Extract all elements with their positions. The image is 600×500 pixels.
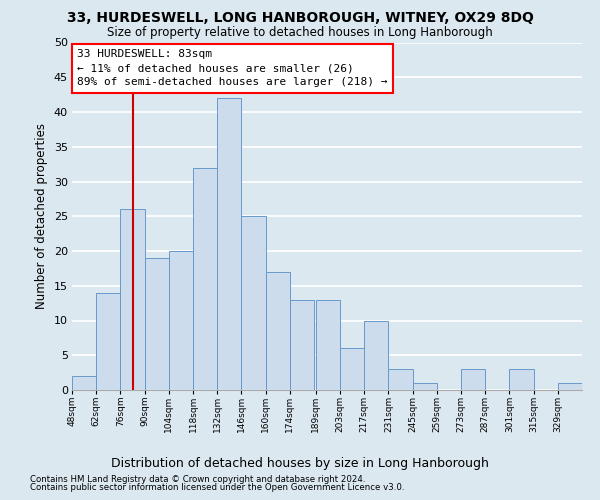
- Bar: [169, 251, 193, 390]
- Text: Size of property relative to detached houses in Long Hanborough: Size of property relative to detached ho…: [107, 26, 493, 39]
- Text: Contains public sector information licensed under the Open Government Licence v3: Contains public sector information licen…: [30, 484, 404, 492]
- Bar: [364, 320, 388, 390]
- Bar: [145, 258, 169, 390]
- Bar: [340, 348, 364, 390]
- Bar: [72, 376, 96, 390]
- Bar: [193, 168, 217, 390]
- Bar: [290, 300, 314, 390]
- Bar: [241, 216, 266, 390]
- Bar: [558, 383, 582, 390]
- Bar: [96, 292, 121, 390]
- Y-axis label: Number of detached properties: Number of detached properties: [35, 123, 48, 309]
- Bar: [388, 369, 413, 390]
- Bar: [266, 272, 290, 390]
- Text: Contains HM Land Registry data © Crown copyright and database right 2024.: Contains HM Land Registry data © Crown c…: [30, 475, 365, 484]
- Text: Distribution of detached houses by size in Long Hanborough: Distribution of detached houses by size …: [111, 458, 489, 470]
- Text: 33 HURDESWELL: 83sqm
← 11% of detached houses are smaller (26)
89% of semi-detac: 33 HURDESWELL: 83sqm ← 11% of detached h…: [77, 50, 388, 88]
- Bar: [509, 369, 533, 390]
- Text: 33, HURDESWELL, LONG HANBOROUGH, WITNEY, OX29 8DQ: 33, HURDESWELL, LONG HANBOROUGH, WITNEY,…: [67, 11, 533, 25]
- Bar: [121, 210, 145, 390]
- Bar: [413, 383, 437, 390]
- Bar: [461, 369, 485, 390]
- Bar: [217, 98, 241, 390]
- Bar: [316, 300, 340, 390]
